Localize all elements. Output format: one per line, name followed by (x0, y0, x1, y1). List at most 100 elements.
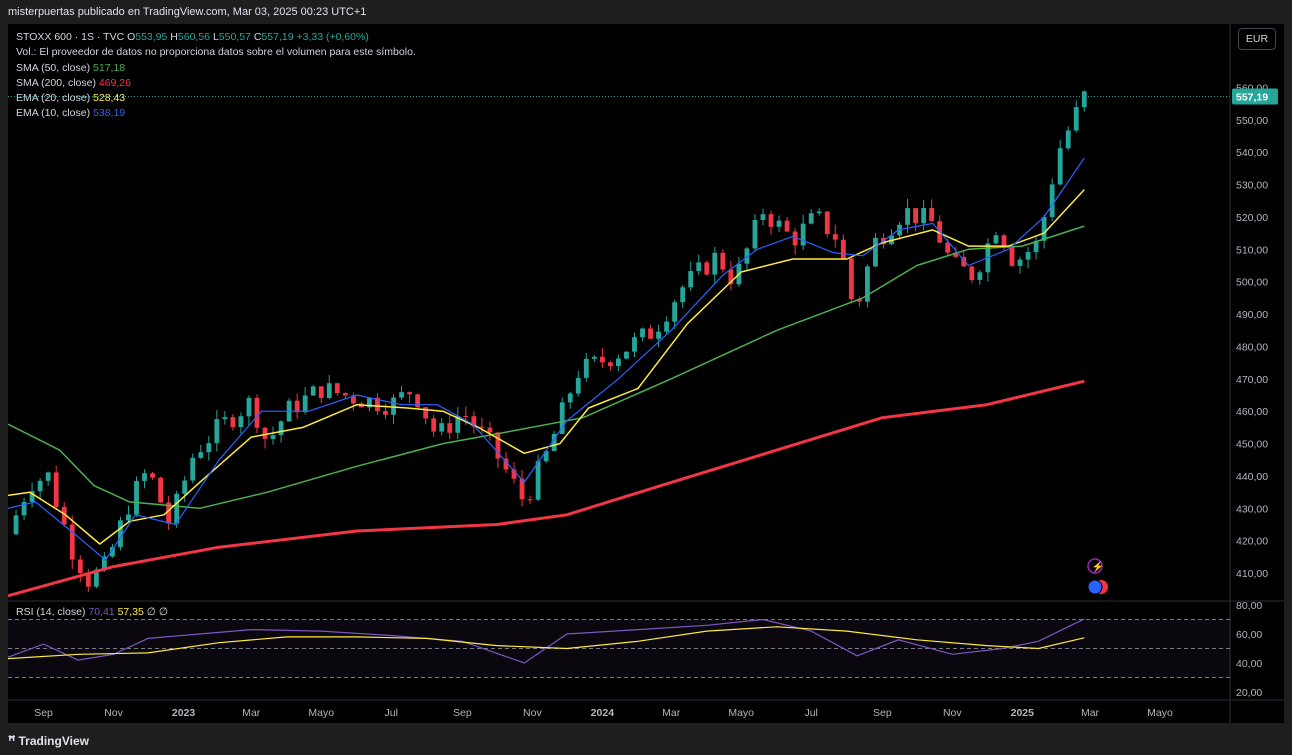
indicator-label: SMA (50, close) (16, 61, 94, 74)
candle-body (455, 415, 461, 433)
indicator-value: 538,19 (93, 107, 126, 120)
candle-body (222, 417, 228, 420)
price-tick-label: 410,00 (1236, 568, 1268, 580)
candle-body (575, 377, 581, 394)
chart-panel[interactable]: 410,00 420,00 430,00 440,00 450,00 460,00 470,… (7, 24, 1284, 723)
candle-body (238, 416, 244, 428)
bottom-bar: ꟸ TradingView (0, 723, 1292, 755)
candle-body (45, 472, 51, 481)
brand[interactable]: ꟸ TradingView (8, 733, 89, 749)
candle-body (816, 211, 822, 214)
candle-body (607, 362, 613, 367)
lightning-glyph: ⚡ (1092, 560, 1104, 573)
candle-body (969, 266, 975, 280)
price-tick-label: 520,00 (1236, 212, 1268, 224)
price-tick-label: 430,00 (1236, 503, 1268, 515)
rsi-pane[interactable]: 20,00 40,00 60,00 80,00 (7, 600, 1284, 699)
candle-body (415, 394, 421, 408)
candle-body (134, 481, 139, 515)
candle-body (182, 480, 188, 494)
candle-body (334, 383, 340, 394)
candle-body (728, 269, 734, 285)
candle-body (760, 214, 766, 220)
candle-body (511, 469, 517, 479)
candle-body (61, 506, 67, 525)
candle-body (688, 271, 694, 288)
indicator-row[interactable]: SMA (200, close) 469,26 (16, 76, 416, 91)
change-value: +3,33 (+0,60%) (296, 31, 369, 43)
indicator-value: 528,43 (93, 92, 126, 105)
top-bar: misterpuertas publicado en TradingView.c… (0, 0, 1292, 24)
candle-body (640, 328, 645, 338)
candle-body (993, 235, 999, 244)
candle-body (407, 392, 413, 395)
indicator-label: EMA (10, close) (16, 107, 94, 120)
candle-body (439, 423, 445, 432)
candle-body (77, 559, 83, 574)
candle-body (399, 392, 404, 398)
high-value: 560,56 (177, 31, 211, 43)
candle-body (431, 418, 437, 432)
price-tick-label: 440,00 (1236, 471, 1268, 483)
rsi-label[interactable]: RSI (14, close) (16, 606, 86, 618)
time-tick-label: Mayo (308, 707, 334, 719)
indicator-row[interactable]: EMA (20, close) 528,43 (16, 91, 416, 106)
candle-body (310, 386, 316, 396)
candle-body (551, 433, 557, 451)
price-chart[interactable]: 410,00 420,00 430,00 440,00 450,00 460,00 470,… (7, 24, 1284, 723)
candle-body (744, 248, 750, 264)
sma50-line (7, 225, 1085, 510)
candle-body (720, 252, 726, 270)
candle-body (1033, 240, 1039, 253)
rsi-tick-label: 80,00 (1236, 600, 1262, 612)
indicator-row[interactable]: SMA (50, close) 517,18 (16, 61, 416, 76)
close-value: 557,19 (261, 31, 294, 43)
candle-body (423, 407, 429, 419)
candle-body (198, 452, 204, 458)
candle-body (567, 393, 573, 403)
candle-body (85, 573, 91, 587)
ema20-line (7, 189, 1085, 545)
indicator-row[interactable]: EMA (10, close) 538,19 (16, 106, 416, 121)
indicator-value: 517,18 (93, 61, 126, 74)
time-axis[interactable]: Sep Nov 2023 Mar Mayo Jul Sep Nov 2024 Mar Mayo Jul… (8, 699, 1284, 719)
candle-body (29, 491, 35, 502)
candle-body (961, 256, 967, 267)
price-tick-label: 530,00 (1236, 180, 1268, 192)
candle-body (503, 458, 509, 470)
time-tick-label: 2023 (172, 707, 196, 719)
candle-body (752, 219, 758, 249)
candle-body (447, 423, 453, 433)
candle-body (126, 514, 131, 521)
symbol-label[interactable]: STOXX 600 · 1S · TVC (16, 31, 125, 43)
candle-body (1025, 252, 1031, 260)
time-tick-label: Jul (804, 707, 817, 719)
time-tick-label: Sep (873, 707, 892, 719)
candle-body (704, 262, 710, 275)
candle-body (840, 239, 846, 259)
candle-body (254, 397, 260, 428)
sma200-line (7, 379, 1085, 598)
candle-body (680, 287, 686, 303)
price-axis[interactable]: 410,00 420,00 430,00 440,00 450,00 460,00 470,… (1229, 24, 1278, 723)
indicator-lines (7, 96, 1230, 598)
time-tick-label: Nov (104, 707, 123, 719)
candle-body (37, 480, 43, 492)
candle-body (1081, 91, 1087, 108)
candle-body (262, 427, 268, 439)
high-label: H (170, 31, 178, 43)
candle-body (776, 220, 782, 227)
candle-body (118, 520, 123, 548)
candle-body (656, 331, 661, 339)
volume-note: Vol.: El proveedor de datos no proporcio… (16, 46, 416, 59)
chart-legend: STOXX 600 · 1S · TVC O553,95 H560,56 L55… (16, 30, 416, 122)
open-value: 553,95 (135, 31, 168, 43)
candle-body (583, 358, 589, 378)
candle-body (190, 457, 196, 481)
time-tick-label: Nov (943, 707, 962, 719)
price-tick-label: 460,00 (1236, 406, 1268, 418)
candle-body (824, 211, 830, 235)
price-tick-label: 470,00 (1236, 374, 1268, 386)
candle-body (1073, 107, 1079, 131)
currency-button[interactable]: EUR (1238, 28, 1276, 50)
